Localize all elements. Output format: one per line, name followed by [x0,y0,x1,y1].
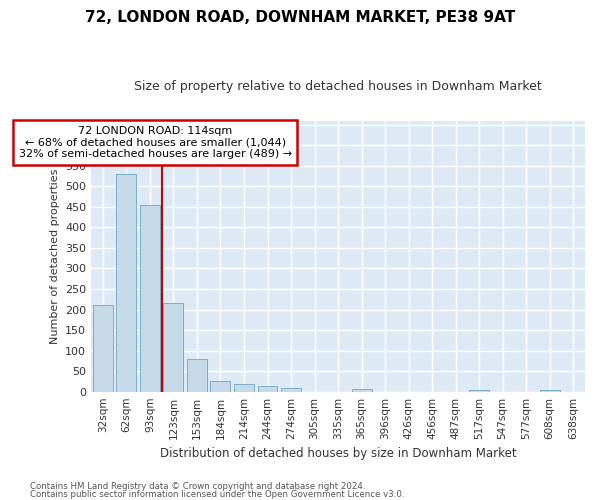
Bar [211,380,230,392]
Bar [540,390,560,392]
Bar [140,205,160,392]
Y-axis label: Number of detached properties: Number of detached properties [50,168,59,344]
Text: 72 LONDON ROAD: 114sqm
← 68% of detached houses are smaller (1,044)
32% of semi-: 72 LONDON ROAD: 114sqm ← 68% of detached… [19,126,292,159]
X-axis label: Distribution of detached houses by size in Downham Market: Distribution of detached houses by size … [160,447,517,460]
Text: Contains HM Land Registry data © Crown copyright and database right 2024.: Contains HM Land Registry data © Crown c… [30,482,365,491]
Bar [187,359,207,392]
Bar [469,390,489,392]
Bar [116,174,136,392]
Bar [257,386,277,392]
Bar [281,388,301,392]
Bar [93,306,113,392]
Text: Contains public sector information licensed under the Open Government Licence v3: Contains public sector information licen… [30,490,404,499]
Bar [234,384,254,392]
Title: Size of property relative to detached houses in Downham Market: Size of property relative to detached ho… [134,80,542,93]
Bar [352,389,371,392]
Text: 72, LONDON ROAD, DOWNHAM MARKET, PE38 9AT: 72, LONDON ROAD, DOWNHAM MARKET, PE38 9A… [85,10,515,25]
Bar [163,304,184,392]
